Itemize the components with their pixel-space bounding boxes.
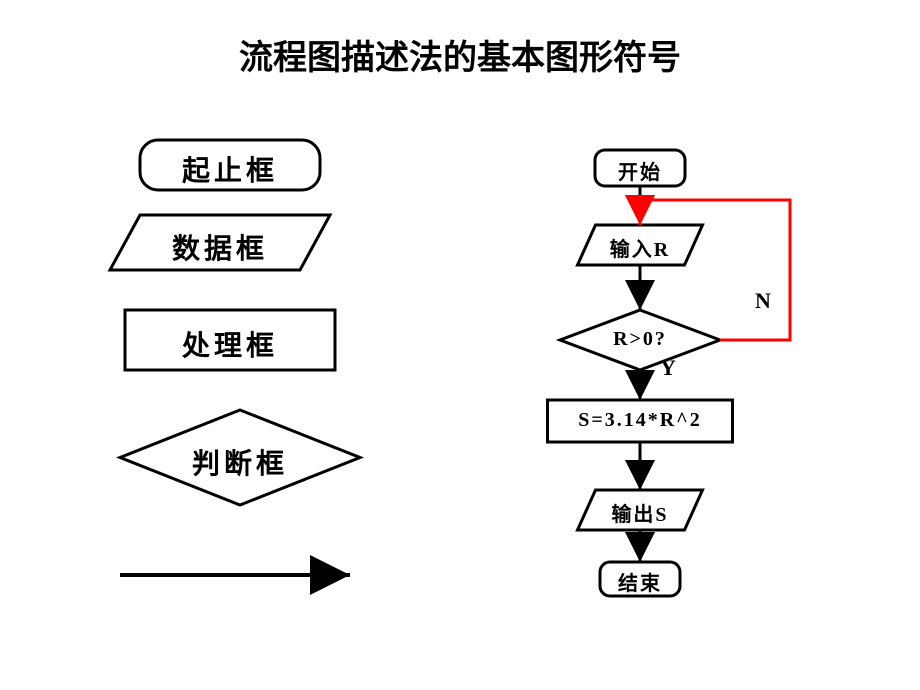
shapes-svg	[0, 0, 920, 690]
diagram-canvas: 流程图描述法的基本图形符号 起止框 数据框 处理框 判断框 开始 输入R R>0…	[0, 0, 920, 690]
